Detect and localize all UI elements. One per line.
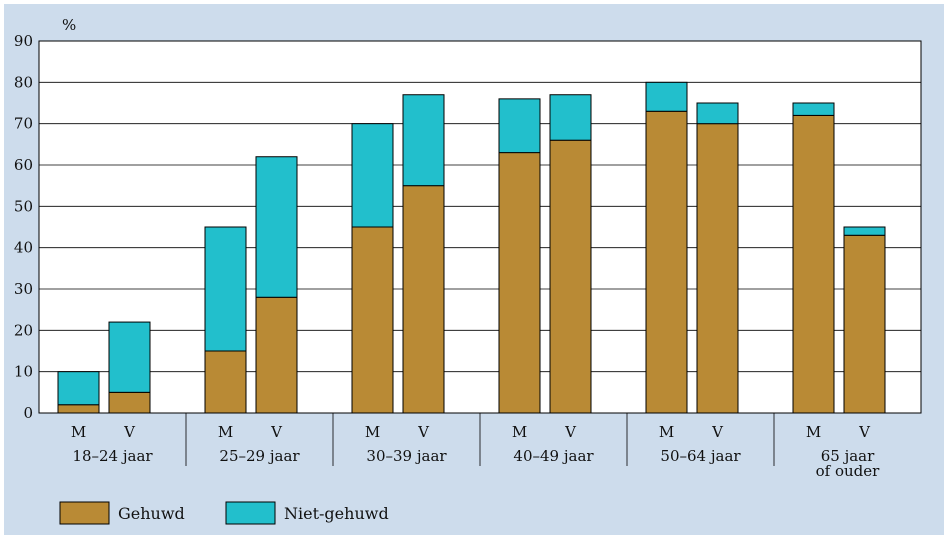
bar-niet-gehuwd-g1-v [108, 321, 151, 393]
y-tick-label-70: 70 [14, 115, 33, 133]
y-tick-label-60: 60 [14, 156, 33, 174]
y-tick-label-30: 30 [14, 280, 33, 298]
stacked-bar-chart: % 0 10 20 30 40 50 60 70 80 90 M V 18–24 jaar M V 25–2… [14, 16, 922, 525]
y-tick-label-10: 10 [14, 363, 33, 381]
bar-gehuwd-g4-m [498, 152, 541, 414]
bar-label-m: M [365, 423, 380, 441]
bar-niet-gehuwd-g2-v [255, 156, 298, 298]
bar-gehuwd-g6-m [792, 114, 835, 414]
y-axis-unit-label: % [62, 16, 76, 34]
bar-gehuwd-g4-v [549, 139, 592, 414]
bar-gehuwd-g2-m [204, 350, 247, 414]
y-tick-label-40: 40 [14, 239, 33, 257]
bar-label-v: V [564, 423, 577, 441]
y-tick-label-0: 0 [23, 404, 33, 422]
bar-gehuwd-g3-m [351, 226, 394, 414]
y-tick-label-20: 20 [14, 321, 33, 339]
bar-label-v: V [270, 423, 283, 441]
bar-niet-gehuwd-g6-v [843, 226, 886, 236]
bar-label-m: M [806, 423, 821, 441]
group-label-4: 40–49 jaar [513, 447, 594, 465]
y-tick-label-50: 50 [14, 197, 33, 215]
gridlines [39, 81, 921, 373]
legend-swatch-niet-gehuwd [225, 501, 276, 525]
bar-niet-gehuwd-g4-m [498, 98, 541, 154]
bar-label-v: V [123, 423, 136, 441]
bar-niet-gehuwd-g3-m [351, 123, 394, 228]
group-label-3: 30–39 jaar [366, 447, 447, 465]
group-label-1: 18–24 jaar [72, 447, 153, 465]
x-axis: M V 18–24 jaar M V 25–29 jaar M V 30–39 jaar M V 40… [71, 413, 880, 480]
bar-label-v: V [858, 423, 871, 441]
chart-frame: % 0 10 20 30 40 50 60 70 80 90 M V 18–24 jaar M V 25–2… [4, 4, 944, 535]
legend-swatch-gehuwd [59, 501, 110, 525]
bar-label-m: M [659, 423, 674, 441]
bar-label-v: V [417, 423, 430, 441]
bar-niet-gehuwd-g4-v [549, 94, 592, 141]
bar-label-m: M [512, 423, 527, 441]
plot-area [38, 40, 922, 414]
bar-niet-gehuwd-g2-m [204, 226, 247, 352]
legend-label-niet-gehuwd: Niet-gehuwd [284, 504, 389, 523]
y-tick-label-80: 80 [14, 73, 33, 91]
bar-label-v: V [711, 423, 724, 441]
bar-niet-gehuwd-g5-v [696, 102, 739, 125]
y-axis: 0 10 20 30 40 50 60 70 80 90 [14, 32, 33, 422]
bar-gehuwd-g2-v [255, 296, 298, 414]
bar-gehuwd-g1-v [108, 391, 151, 414]
bar-label-m: M [218, 423, 233, 441]
bar-gehuwd-g5-m [645, 110, 688, 414]
bar-gehuwd-g6-v [843, 234, 886, 414]
bar-gehuwd-g5-v [696, 123, 739, 414]
bar-niet-gehuwd-g1-m [57, 371, 100, 406]
legend-label-gehuwd: Gehuwd [118, 504, 185, 523]
group-label-6: 65 jaar [821, 447, 875, 465]
bar-gehuwd-g1-m [57, 404, 100, 414]
bar-gehuwd-g3-v [402, 185, 445, 414]
legend: Gehuwd Niet-gehuwd [59, 501, 389, 525]
group-label-6: of ouder [816, 462, 881, 480]
group-label-5: 50–64 jaar [660, 447, 741, 465]
bar-niet-gehuwd-g6-m [792, 102, 835, 116]
bar-label-m: M [71, 423, 86, 441]
bar-niet-gehuwd-g3-v [402, 94, 445, 187]
bars [57, 81, 886, 414]
bar-niet-gehuwd-g5-m [645, 81, 688, 112]
group-label-2: 25–29 jaar [219, 447, 300, 465]
y-tick-label-90: 90 [14, 32, 33, 50]
